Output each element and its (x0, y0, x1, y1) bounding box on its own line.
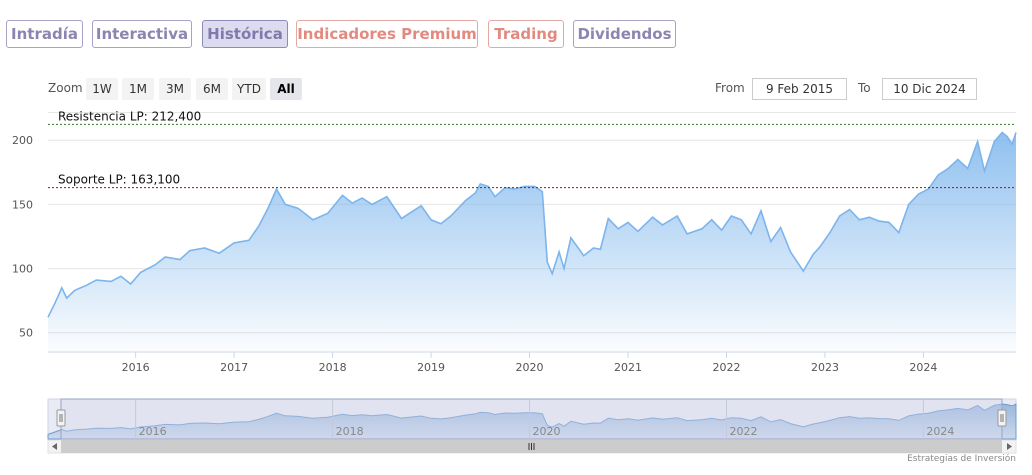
from-label: From (715, 81, 745, 95)
from-date-input[interactable] (752, 78, 847, 100)
navigator-selection[interactable] (60, 398, 1003, 440)
navigator-handle-left[interactable] (56, 409, 66, 427)
x-tick-label: 2021 (614, 361, 642, 374)
navigator-handle-right[interactable] (997, 409, 1007, 427)
zoom-all-button[interactable]: All (270, 78, 302, 100)
x-axis: 2016 2017 2018 2019 2020 2021 2022 2023 2024 (122, 352, 937, 374)
series-line (47, 131, 1017, 318)
zoom-3m-button[interactable]: 3M (159, 78, 191, 100)
x-tick-label: 2022 (712, 361, 740, 374)
zoom-1w-button[interactable]: 1W (86, 78, 118, 100)
series-area (48, 132, 1016, 352)
navigator-axis: 2016 2018 2020 2022 2024 (135, 399, 954, 439)
navigator-tick-label: 2022 (729, 425, 757, 438)
y-tick-label: 100 (12, 263, 33, 276)
navigator-tick-label: 2024 (926, 425, 954, 438)
tab-dividendos[interactable]: Dividendos (573, 20, 676, 48)
to-label: To (858, 81, 871, 95)
credit-text: Estrategias de Inversión (907, 454, 1016, 464)
tab-historica[interactable]: Histórica (202, 20, 288, 48)
y-tick-label: 150 (12, 198, 33, 211)
toolbar-divider (48, 112, 1016, 113)
x-tick-label: 2024 (909, 361, 937, 374)
zoom-ytd-button[interactable]: YTD (232, 78, 266, 100)
y-tick-label: 200 (12, 134, 33, 147)
tab-intradia[interactable]: Intradía (6, 20, 83, 48)
scrollbar[interactable] (47, 439, 1017, 454)
navigator-series (47, 403, 1017, 440)
zoom-6m-button[interactable]: 6M (196, 78, 228, 100)
y-tick-label: 50 (19, 327, 33, 340)
navigator[interactable]: 2016 2018 2020 2022 2024 (47, 398, 1017, 440)
scroll-left-arrow-icon[interactable] (52, 443, 57, 450)
scroll-right-arrow-icon[interactable] (1007, 443, 1012, 450)
annotation-label: Soporte LP: 163,100 (58, 173, 180, 187)
x-tick-label: 2018 (319, 361, 347, 374)
tab-interactiva[interactable]: Interactiva (92, 20, 192, 48)
navigator-tick-label: 2016 (139, 425, 167, 438)
x-tick-label: 2023 (811, 361, 839, 374)
tab-indicadores-premium[interactable]: Indicadores Premium (296, 20, 478, 48)
y-axis: 50 100 150 200 (12, 134, 33, 340)
x-tick-label: 2020 (516, 361, 544, 374)
navigator-tick-label: 2018 (336, 425, 364, 438)
x-tick-label: 2016 (122, 361, 150, 374)
annotation-label: Resistencia LP: 212,400 (58, 109, 201, 123)
zoom-label: Zoom (48, 81, 83, 95)
annotations: Resistencia LP: 212,400 Soporte LP: 163,1… (48, 109, 1016, 189)
x-tick-label: 2017 (220, 361, 248, 374)
zoom-1m-button[interactable]: 1M (122, 78, 154, 100)
x-tick-label: 2019 (417, 361, 445, 374)
scrollbar-grip-icon (528, 443, 535, 450)
navigator-tick-label: 2020 (533, 425, 561, 438)
to-date-input[interactable] (882, 78, 977, 100)
tab-trading[interactable]: Trading (488, 20, 564, 48)
